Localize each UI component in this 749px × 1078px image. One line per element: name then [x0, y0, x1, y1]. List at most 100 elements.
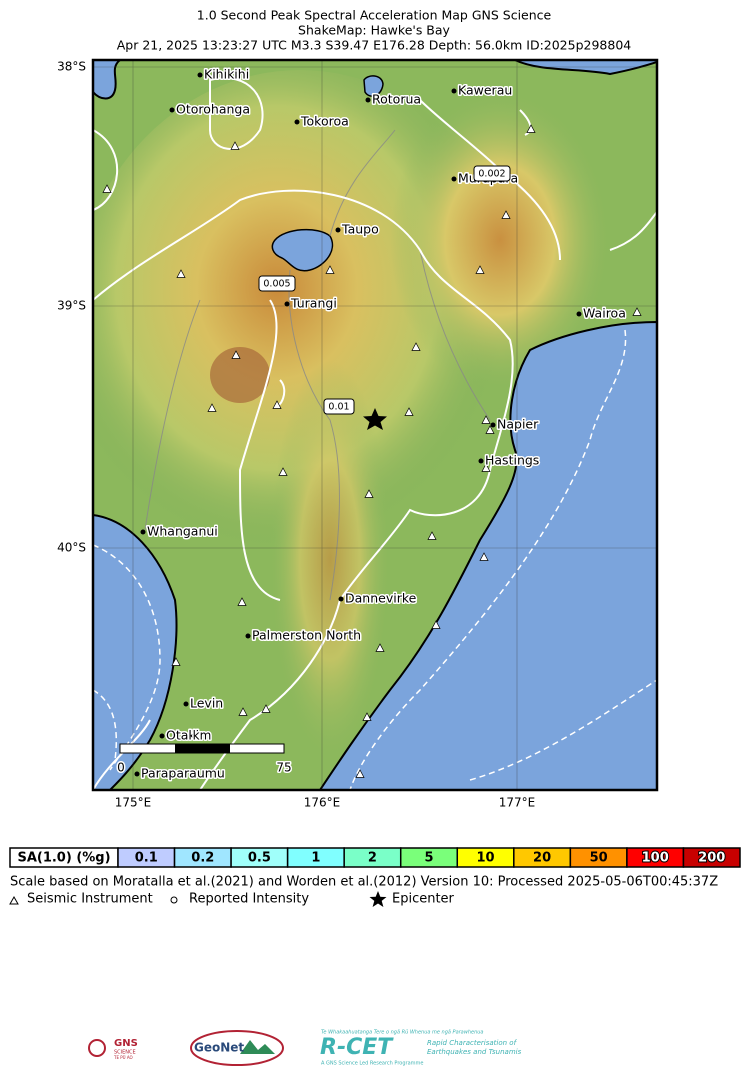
logo-text: A GNS Science Led Research Programme: [321, 1061, 423, 1067]
place-dot: [490, 422, 496, 428]
colorbar-label: 50: [590, 851, 608, 866]
lake: [363, 75, 384, 97]
instrument: [481, 463, 491, 472]
instrument: [431, 620, 441, 629]
label-box: [258, 275, 296, 292]
scale-label: km: [193, 729, 212, 743]
place-label: Rotorua: [372, 92, 421, 107]
instrument: [355, 769, 365, 778]
place-label: Otorohanga: [176, 102, 250, 117]
place-dot: [365, 97, 371, 103]
legend-item: Reported Intensity: [189, 892, 309, 907]
place-label: Turangi: [290, 296, 337, 311]
place-label: Kawerau: [458, 83, 512, 98]
colorbar-label: 10: [476, 851, 494, 866]
place-label: Palmerston North: [252, 628, 361, 643]
instrument: [325, 265, 335, 274]
instrument: [278, 467, 288, 476]
instrument: [411, 342, 421, 351]
instrument: [238, 707, 248, 716]
instrument: [230, 141, 240, 150]
legend-item: Seismic Instrument: [27, 892, 153, 907]
place-label: Napier: [497, 417, 539, 432]
axis-labels: 38°S 39°S 40°S 175°E 176°E 177°E: [57, 60, 535, 810]
epicenter: [363, 408, 387, 430]
title-line: ShakeMap: Hawke's Bay: [298, 23, 450, 38]
title: 1.0 Second Peak Spectral Acceleration Ma…: [117, 8, 632, 53]
place-dot: [134, 771, 140, 777]
rivers: [144, 129, 491, 601]
scale-bar-segment: [175, 744, 230, 753]
lat-label: 40°S: [57, 541, 86, 555]
epicenter-symbol: [369, 891, 387, 907]
intensity-symbol: [170, 896, 178, 904]
colorbar-label: 0.5: [248, 851, 271, 866]
place-dot: [478, 458, 484, 464]
logo-text: GNS: [114, 1038, 138, 1049]
place-dot: [294, 119, 300, 125]
map-body: KihikihiOtorohangaTokoroaRotoruaKawerauM…: [93, 60, 657, 790]
instrument: [404, 407, 414, 416]
place-label: Paraparaumu: [141, 766, 225, 781]
place-label: Tokoroa: [300, 114, 349, 129]
terrain: [210, 347, 270, 403]
instrument: [475, 265, 485, 274]
scale-label: 75: [276, 761, 291, 775]
place-label: Whanganui: [147, 524, 218, 539]
title-line: Apr 21, 2025 13:23:27 UTC M3.3 S39.47 E1…: [117, 38, 632, 53]
terrain: [390, 90, 610, 390]
lon-label: 177°E: [499, 796, 536, 810]
place-label: Kihikihi: [204, 67, 249, 82]
place-dot: [245, 633, 251, 639]
label-box: [323, 398, 355, 415]
instrument: [231, 350, 241, 359]
lat-label: 39°S: [57, 299, 86, 313]
instrument-symbol: [9, 895, 19, 905]
geonet-ring: [190, 1030, 284, 1066]
logo-text: TE PŪ AO: [113, 1055, 133, 1060]
map-frame: [91, 58, 659, 792]
place-dot: [338, 596, 344, 602]
instruments: [102, 124, 642, 778]
legend-item: Epicenter: [392, 892, 455, 907]
place-label: Taupo: [341, 222, 379, 237]
instrument: [364, 489, 374, 498]
colorbar-label: 0.2: [191, 851, 214, 866]
terrain: [270, 360, 390, 760]
instrument: [375, 643, 385, 652]
logo-text: SCIENCE: [114, 1050, 136, 1056]
colorbar-title: SA(1.0) (%g): [17, 851, 110, 866]
graticule: [93, 60, 657, 790]
colorbar-label: 5: [424, 851, 433, 866]
logo-text: R-CET: [320, 1035, 394, 1060]
instrument: [632, 307, 642, 316]
place-dot: [169, 107, 175, 113]
place-dot: [197, 72, 203, 78]
place-label: Hastings: [485, 453, 539, 468]
logo-text: Te Whakaahuatanga Tere o ngā Rū Whenua m…: [321, 1030, 483, 1036]
lake: [271, 228, 334, 272]
place-label: Levin: [190, 696, 223, 711]
colorbar-label: 200: [698, 851, 725, 866]
logo-text: GeoNet: [194, 1041, 244, 1055]
place-dot: [335, 227, 341, 233]
symbol-legend: Seismic Instrument Reported Intensity Ep…: [9, 891, 455, 907]
contour-label: 0.01: [328, 402, 349, 413]
logos: GNS SCIENCE TE PŪ AO GeoNet Te Whakaahua…: [88, 1030, 522, 1067]
label-box: [473, 165, 511, 182]
places: KihikihiOtorohangaTokoroaRotoruaKawerauM…: [134, 65, 627, 782]
colorbar-label: 100: [642, 851, 669, 866]
place-dot: [576, 311, 582, 317]
instrument: [176, 269, 186, 278]
place-dot: [451, 88, 457, 94]
colorbar-label: 0.1: [135, 851, 158, 866]
contour-label: 0.002: [478, 169, 505, 180]
place-dot: [284, 301, 290, 307]
place-label: Wairoa: [583, 306, 626, 321]
colorbar-label: 2: [368, 851, 377, 866]
contour-labels: 0.002 0.005 0.01: [258, 165, 511, 415]
instrument: [479, 552, 489, 561]
scale-bar: 0 km 75: [116, 727, 293, 776]
colorbar-label: 1: [311, 851, 320, 866]
